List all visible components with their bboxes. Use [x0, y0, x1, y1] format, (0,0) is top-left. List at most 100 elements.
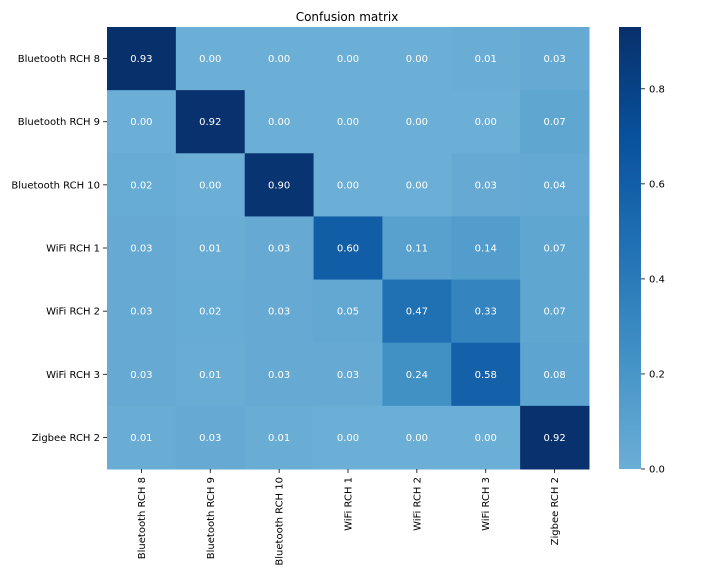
cell-value-label: 0.00 [475, 433, 497, 444]
heatmap-cell [313, 279, 383, 344]
heatmap-cell [107, 279, 177, 344]
cell-value-label: 0.04 [543, 180, 565, 191]
cell-value-label: 0.93 [130, 54, 152, 65]
cell-value-label: 0.60 [337, 244, 359, 255]
cell-value-label: 0.08 [543, 370, 565, 381]
cell-value-label: 0.03 [475, 180, 497, 191]
cell-value-label: 0.07 [543, 307, 565, 318]
cell-value-label: 0.00 [337, 433, 359, 444]
cell-value-label: 0.00 [130, 117, 152, 128]
cell-value-label: 0.02 [199, 307, 221, 318]
cell-value-label: 0.03 [130, 244, 152, 255]
column-tick-label: WiFi RCH 2 [412, 477, 423, 531]
cell-value-label: 0.02 [130, 180, 152, 191]
cell-value-label: 0.01 [199, 370, 221, 381]
cell-value-label: 0.00 [406, 117, 428, 128]
cell-value-label: 0.03 [268, 370, 290, 381]
column-tick-labels: Bluetooth RCH 8 Bluetooth RCH 9 Bluetooth … [137, 469, 561, 566]
heatmap-cell [451, 279, 521, 344]
heatmap-cell [451, 405, 521, 470]
heatmap-cell [520, 27, 590, 91]
row-tick-label: WiFi RCH 2 [46, 307, 100, 318]
cell-value-label: 0.00 [406, 433, 428, 444]
cell-value-label: 0.11 [406, 244, 428, 255]
colorbar: 0.0 0.2 0.4 0.6 0.8 [619, 27, 665, 476]
cell-value-label: 0.03 [268, 244, 290, 255]
heatmap-cell [451, 90, 521, 154]
cell-value-label: 0.00 [406, 54, 428, 65]
column-tick-label: Bluetooth RCH 8 [137, 477, 148, 559]
heatmap-cell [107, 405, 177, 470]
row-tick-labels: Bluetooth RCH 8 Bluetooth RCH 9 Bluetooth … [11, 54, 107, 444]
column-tick-label: Bluetooth RCH 10 [275, 477, 286, 566]
heatmap-cell [175, 405, 246, 470]
heatmap-cell [313, 342, 383, 407]
cell-value-label: 0.03 [268, 307, 290, 318]
cell-value-label: 0.01 [475, 54, 497, 65]
cell-value-label: 0.01 [130, 433, 152, 444]
cell-value-label: 0.47 [406, 307, 428, 318]
heatmap-cell [382, 405, 452, 470]
cell-value-label: 0.92 [543, 433, 565, 444]
heatmap-cell [244, 405, 315, 470]
cell-value-label: 0.01 [199, 244, 221, 255]
heatmap-cell [451, 27, 521, 91]
cell-value-label: 0.07 [543, 117, 565, 128]
column-tick-label: WiFi RCH 1 [344, 477, 355, 531]
heatmap-cell [107, 90, 177, 154]
cell-value-label: 0.03 [337, 370, 359, 381]
cell-value-label: 0.01 [268, 433, 290, 444]
heatmap-cell [313, 153, 383, 217]
cell-value-label: 0.00 [199, 54, 221, 65]
heatmap-cell [175, 27, 246, 91]
heatmap-cell [520, 405, 590, 470]
heatmap-cell [244, 27, 315, 91]
colorbar-tick-label: 0.6 [649, 179, 665, 190]
cell-value-label: 0.92 [199, 117, 221, 128]
row-tick-label: Zigbee RCH 2 [32, 433, 100, 444]
cell-value-label: 0.00 [475, 117, 497, 128]
cell-value-label: 0.00 [337, 180, 359, 191]
colorbar-tick-label: 0.0 [649, 465, 665, 476]
cell-value-label: 0.03 [199, 433, 221, 444]
row-tick-label: WiFi RCH 1 [46, 244, 100, 255]
heatmap-cell [244, 342, 315, 407]
cell-value-label: 0.58 [475, 370, 497, 381]
colorbar-tick-label: 0.4 [649, 274, 665, 285]
heatmap-cell [313, 27, 383, 91]
heatmap-cell [175, 342, 246, 407]
row-tick-label: Bluetooth RCH 10 [11, 180, 100, 191]
heatmap-cell [382, 216, 452, 281]
cell-value-label: 0.00 [337, 54, 359, 65]
cell-value-label: 0.33 [475, 307, 497, 318]
heatmap-cell [244, 90, 315, 154]
heatmap-cell [382, 27, 452, 91]
column-tick-label: Bluetooth RCH 9 [206, 477, 217, 559]
heatmap-cell [451, 216, 521, 281]
row-tick-label: Bluetooth RCH 8 [18, 54, 100, 65]
row-tick-label: WiFi RCH 3 [46, 370, 100, 381]
heatmap-cell [382, 342, 452, 407]
cell-value-label: 0.00 [268, 54, 290, 65]
cell-value-label: 0.03 [130, 307, 152, 318]
heatmap-cell [313, 405, 383, 470]
heatmap-cells: 0.93 0.00 0.00 0.00 0.00 0.01 0.03 0.00 0.92 0.00… [107, 27, 590, 470]
cell-value-label: 0.00 [406, 180, 428, 191]
colorbar-tick-label: 0.2 [649, 369, 665, 380]
heatmap-cell [313, 90, 383, 154]
heatmap-cell [107, 216, 177, 281]
cell-value-label: 0.90 [268, 180, 290, 191]
cell-value-label: 0.05 [337, 307, 359, 318]
cell-value-label: 0.03 [130, 370, 152, 381]
cell-value-label: 0.03 [543, 54, 565, 65]
heatmap-cell [520, 342, 590, 407]
heatmap-cell [244, 279, 315, 344]
cell-value-label: 0.00 [199, 180, 221, 191]
heatmap-cell [175, 279, 246, 344]
heatmap-cell [382, 153, 452, 217]
heatmap-cell [107, 27, 177, 91]
row-tick-label: Bluetooth RCH 9 [18, 117, 100, 128]
cell-value-label: 0.24 [406, 370, 428, 381]
chart-title: Confusion matrix [296, 10, 399, 24]
